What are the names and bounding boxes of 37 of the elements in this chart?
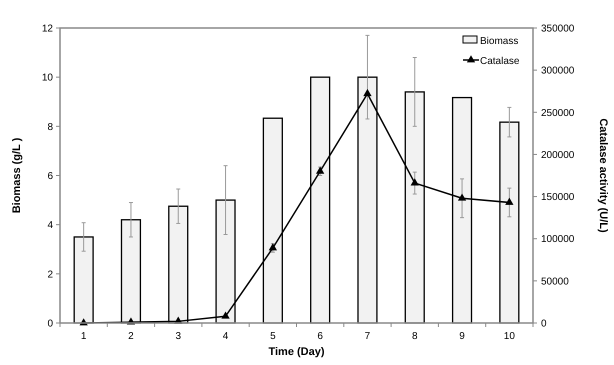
y2-tick-label: 50000 [541, 276, 570, 288]
point [458, 193, 466, 201]
y-tick-label: 4 [47, 220, 54, 232]
x-tick-label: 9 [459, 331, 466, 342]
x-tick-label: 4 [222, 331, 229, 342]
y-tick-label: 8 [47, 122, 54, 133]
y2-tick-label: 0 [541, 318, 547, 330]
point [505, 198, 514, 205]
point [316, 166, 324, 174]
y-tick-label: 6 [47, 171, 54, 182]
x-tick-label: 10 [504, 331, 516, 342]
point [221, 311, 230, 319]
y2-tick-label: 150000 [541, 192, 575, 204]
y-tick-label: 2 [47, 269, 54, 280]
point [363, 88, 372, 96]
x-tick-label: 1 [80, 331, 87, 342]
y-tick-label: 10 [42, 72, 54, 84]
x-tick-label: 8 [412, 331, 418, 342]
x-tick-label: 3 [175, 331, 182, 342]
y2-tick-label: 300000 [541, 66, 575, 77]
x-tick-label: 2 [128, 331, 134, 342]
legend-label: Catalase [480, 56, 520, 67]
y-axis-title: Biomass (g/L ) [11, 137, 23, 214]
point [268, 243, 278, 250]
x-axis-title: Time (Day) [268, 346, 325, 358]
y2-tick-label: 100000 [541, 234, 575, 246]
y2-tick-label: 200000 [541, 150, 575, 161]
y2-axis-title: Catalase activity (U/L) [597, 118, 609, 233]
x-tick-label: 7 [364, 331, 371, 342]
x-tick-label: 5 [270, 331, 276, 342]
point [410, 178, 419, 186]
y-tick-label: 0 [47, 318, 54, 330]
legend-label: Biomass [480, 36, 518, 47]
y2-tick-label: 350000 [541, 24, 575, 34]
y2-tick-label: 250000 [541, 108, 575, 119]
x-tick-label: 6 [317, 331, 324, 342]
y-tick-label: 12 [42, 24, 54, 34]
